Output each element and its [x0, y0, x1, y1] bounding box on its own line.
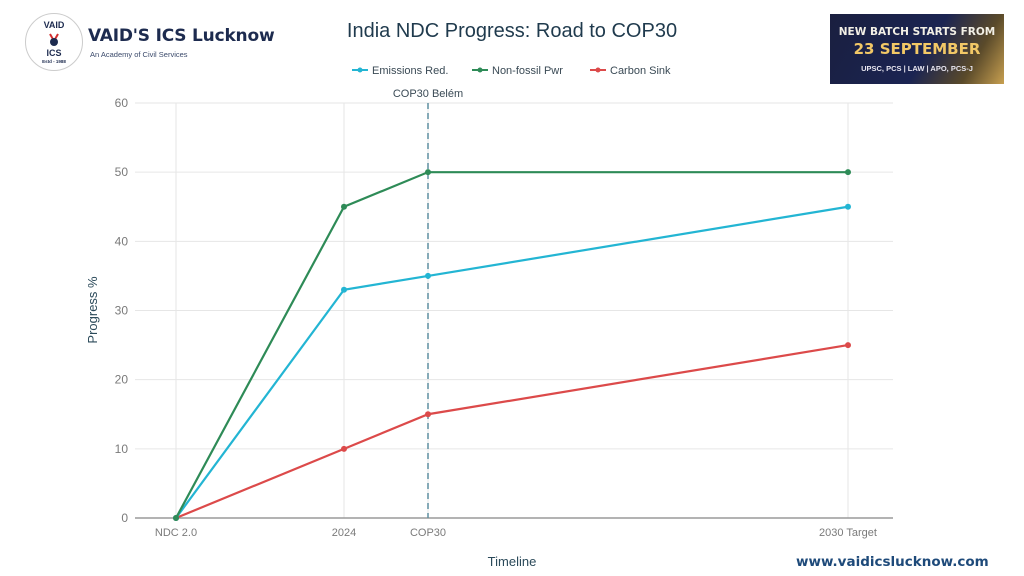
legend-label: Non-fossil Pwr — [492, 65, 563, 77]
x-tick-label: 2030 Target — [819, 527, 877, 539]
data-point — [425, 411, 431, 418]
banner-line-2: 23 SEPTEMBER — [853, 40, 981, 58]
legend-swatch-marker — [595, 67, 601, 73]
y-tick-label: 40 — [115, 234, 129, 248]
legend-swatch-marker — [357, 67, 363, 73]
data-point — [845, 342, 851, 349]
banner-line-3: UPSC, PCS | LAW | APO, PCS-J — [861, 64, 973, 73]
legend: Emissions Red. Non-fossil Pwr Carbon Sink — [352, 65, 671, 77]
x-axis-label: Timeline — [488, 554, 537, 569]
logo-text-bottom: ICS — [46, 48, 62, 58]
y-tick-label: 30 — [115, 304, 129, 318]
data-point — [425, 169, 431, 176]
x-tick-label: COP30 — [410, 527, 446, 539]
academy-name: VAID'S ICS Lucknow — [88, 26, 275, 46]
y-tick-label: 0 — [121, 511, 128, 525]
y-tick-label: 10 — [115, 442, 129, 456]
y-tick-label: 20 — [115, 373, 129, 387]
data-point — [341, 203, 347, 210]
data-point — [425, 272, 431, 279]
legend-label: Carbon Sink — [610, 65, 671, 77]
annotation-label: COP30 Belém — [393, 88, 463, 100]
y-axis-ticks: 0 10 20 30 40 50 60 — [115, 96, 129, 525]
academy-tagline: An Academy of Civil Services — [90, 50, 188, 59]
y-tick-label: 60 — [115, 96, 129, 110]
series-group — [173, 169, 851, 521]
data-point — [845, 203, 851, 210]
website-link[interactable]: www.vaidicslucknow.com — [796, 554, 989, 570]
y-tick-label: 50 — [115, 165, 129, 179]
batch-banner[interactable]: NEW BATCH STARTS FROM 23 SEPTEMBER UPSC,… — [830, 14, 1004, 84]
x-tick-label: NDC 2.0 — [155, 527, 197, 539]
logo-emblem-icon — [47, 33, 61, 47]
cop30-annotation: COP30 Belém — [393, 88, 463, 518]
legend-label: Emissions Red. — [372, 65, 448, 77]
y-axis-label: Progress % — [85, 276, 100, 344]
logo-text-top: VAID — [43, 20, 65, 30]
data-point — [845, 169, 851, 176]
banner-line-1: NEW BATCH STARTS FROM — [838, 26, 996, 38]
x-axis-ticks: NDC 2.0 2024 COP30 2030 Target — [155, 527, 877, 539]
series-line — [175, 205, 849, 519]
chart-title: India NDC Progress: Road to COP30 — [347, 20, 677, 42]
x-tick-label: 2024 — [332, 527, 356, 539]
logo-estd: Estd - 1988 — [42, 59, 66, 64]
data-point — [341, 445, 347, 452]
series-line — [175, 343, 849, 520]
legend-swatch-marker — [477, 67, 483, 73]
academy-logo: VAID ICS Estd - 1988 — [25, 13, 83, 71]
grid — [135, 102, 893, 518]
data-point — [341, 286, 347, 293]
data-point — [173, 515, 179, 521]
series-line — [175, 171, 848, 519]
